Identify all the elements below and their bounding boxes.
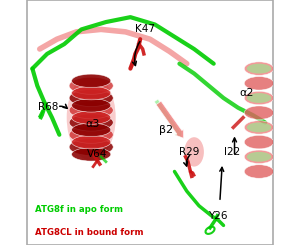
Ellipse shape bbox=[72, 111, 111, 124]
Ellipse shape bbox=[72, 98, 111, 112]
Ellipse shape bbox=[69, 77, 113, 94]
Ellipse shape bbox=[244, 135, 274, 149]
Ellipse shape bbox=[67, 75, 116, 160]
Ellipse shape bbox=[72, 74, 111, 88]
Ellipse shape bbox=[247, 93, 271, 103]
Ellipse shape bbox=[244, 121, 274, 134]
Ellipse shape bbox=[72, 135, 111, 149]
Ellipse shape bbox=[69, 126, 113, 143]
Text: ATG8f in apo form: ATG8f in apo form bbox=[35, 205, 123, 214]
Ellipse shape bbox=[247, 122, 271, 132]
Ellipse shape bbox=[69, 89, 113, 107]
Text: ATG8CL in bound form: ATG8CL in bound form bbox=[35, 228, 143, 237]
Text: V64: V64 bbox=[87, 149, 107, 159]
Ellipse shape bbox=[69, 102, 113, 119]
Text: β2: β2 bbox=[159, 125, 173, 135]
Ellipse shape bbox=[72, 147, 111, 161]
Ellipse shape bbox=[69, 138, 113, 156]
Ellipse shape bbox=[244, 77, 274, 90]
Ellipse shape bbox=[244, 150, 274, 164]
Ellipse shape bbox=[72, 86, 111, 100]
Ellipse shape bbox=[72, 123, 111, 137]
Ellipse shape bbox=[247, 64, 271, 74]
Ellipse shape bbox=[244, 106, 274, 120]
Text: α3: α3 bbox=[85, 119, 100, 129]
Ellipse shape bbox=[244, 62, 274, 75]
Ellipse shape bbox=[184, 137, 204, 167]
Text: α2: α2 bbox=[239, 88, 254, 98]
Text: I22: I22 bbox=[224, 147, 240, 157]
FancyArrow shape bbox=[156, 101, 184, 138]
Text: R68: R68 bbox=[38, 102, 58, 111]
Ellipse shape bbox=[244, 91, 274, 105]
Text: K47: K47 bbox=[135, 24, 155, 34]
Ellipse shape bbox=[69, 114, 113, 131]
FancyArrow shape bbox=[154, 99, 182, 137]
Text: R29: R29 bbox=[179, 147, 200, 157]
Ellipse shape bbox=[244, 165, 274, 178]
Text: Y26: Y26 bbox=[208, 211, 227, 220]
Ellipse shape bbox=[247, 152, 271, 162]
